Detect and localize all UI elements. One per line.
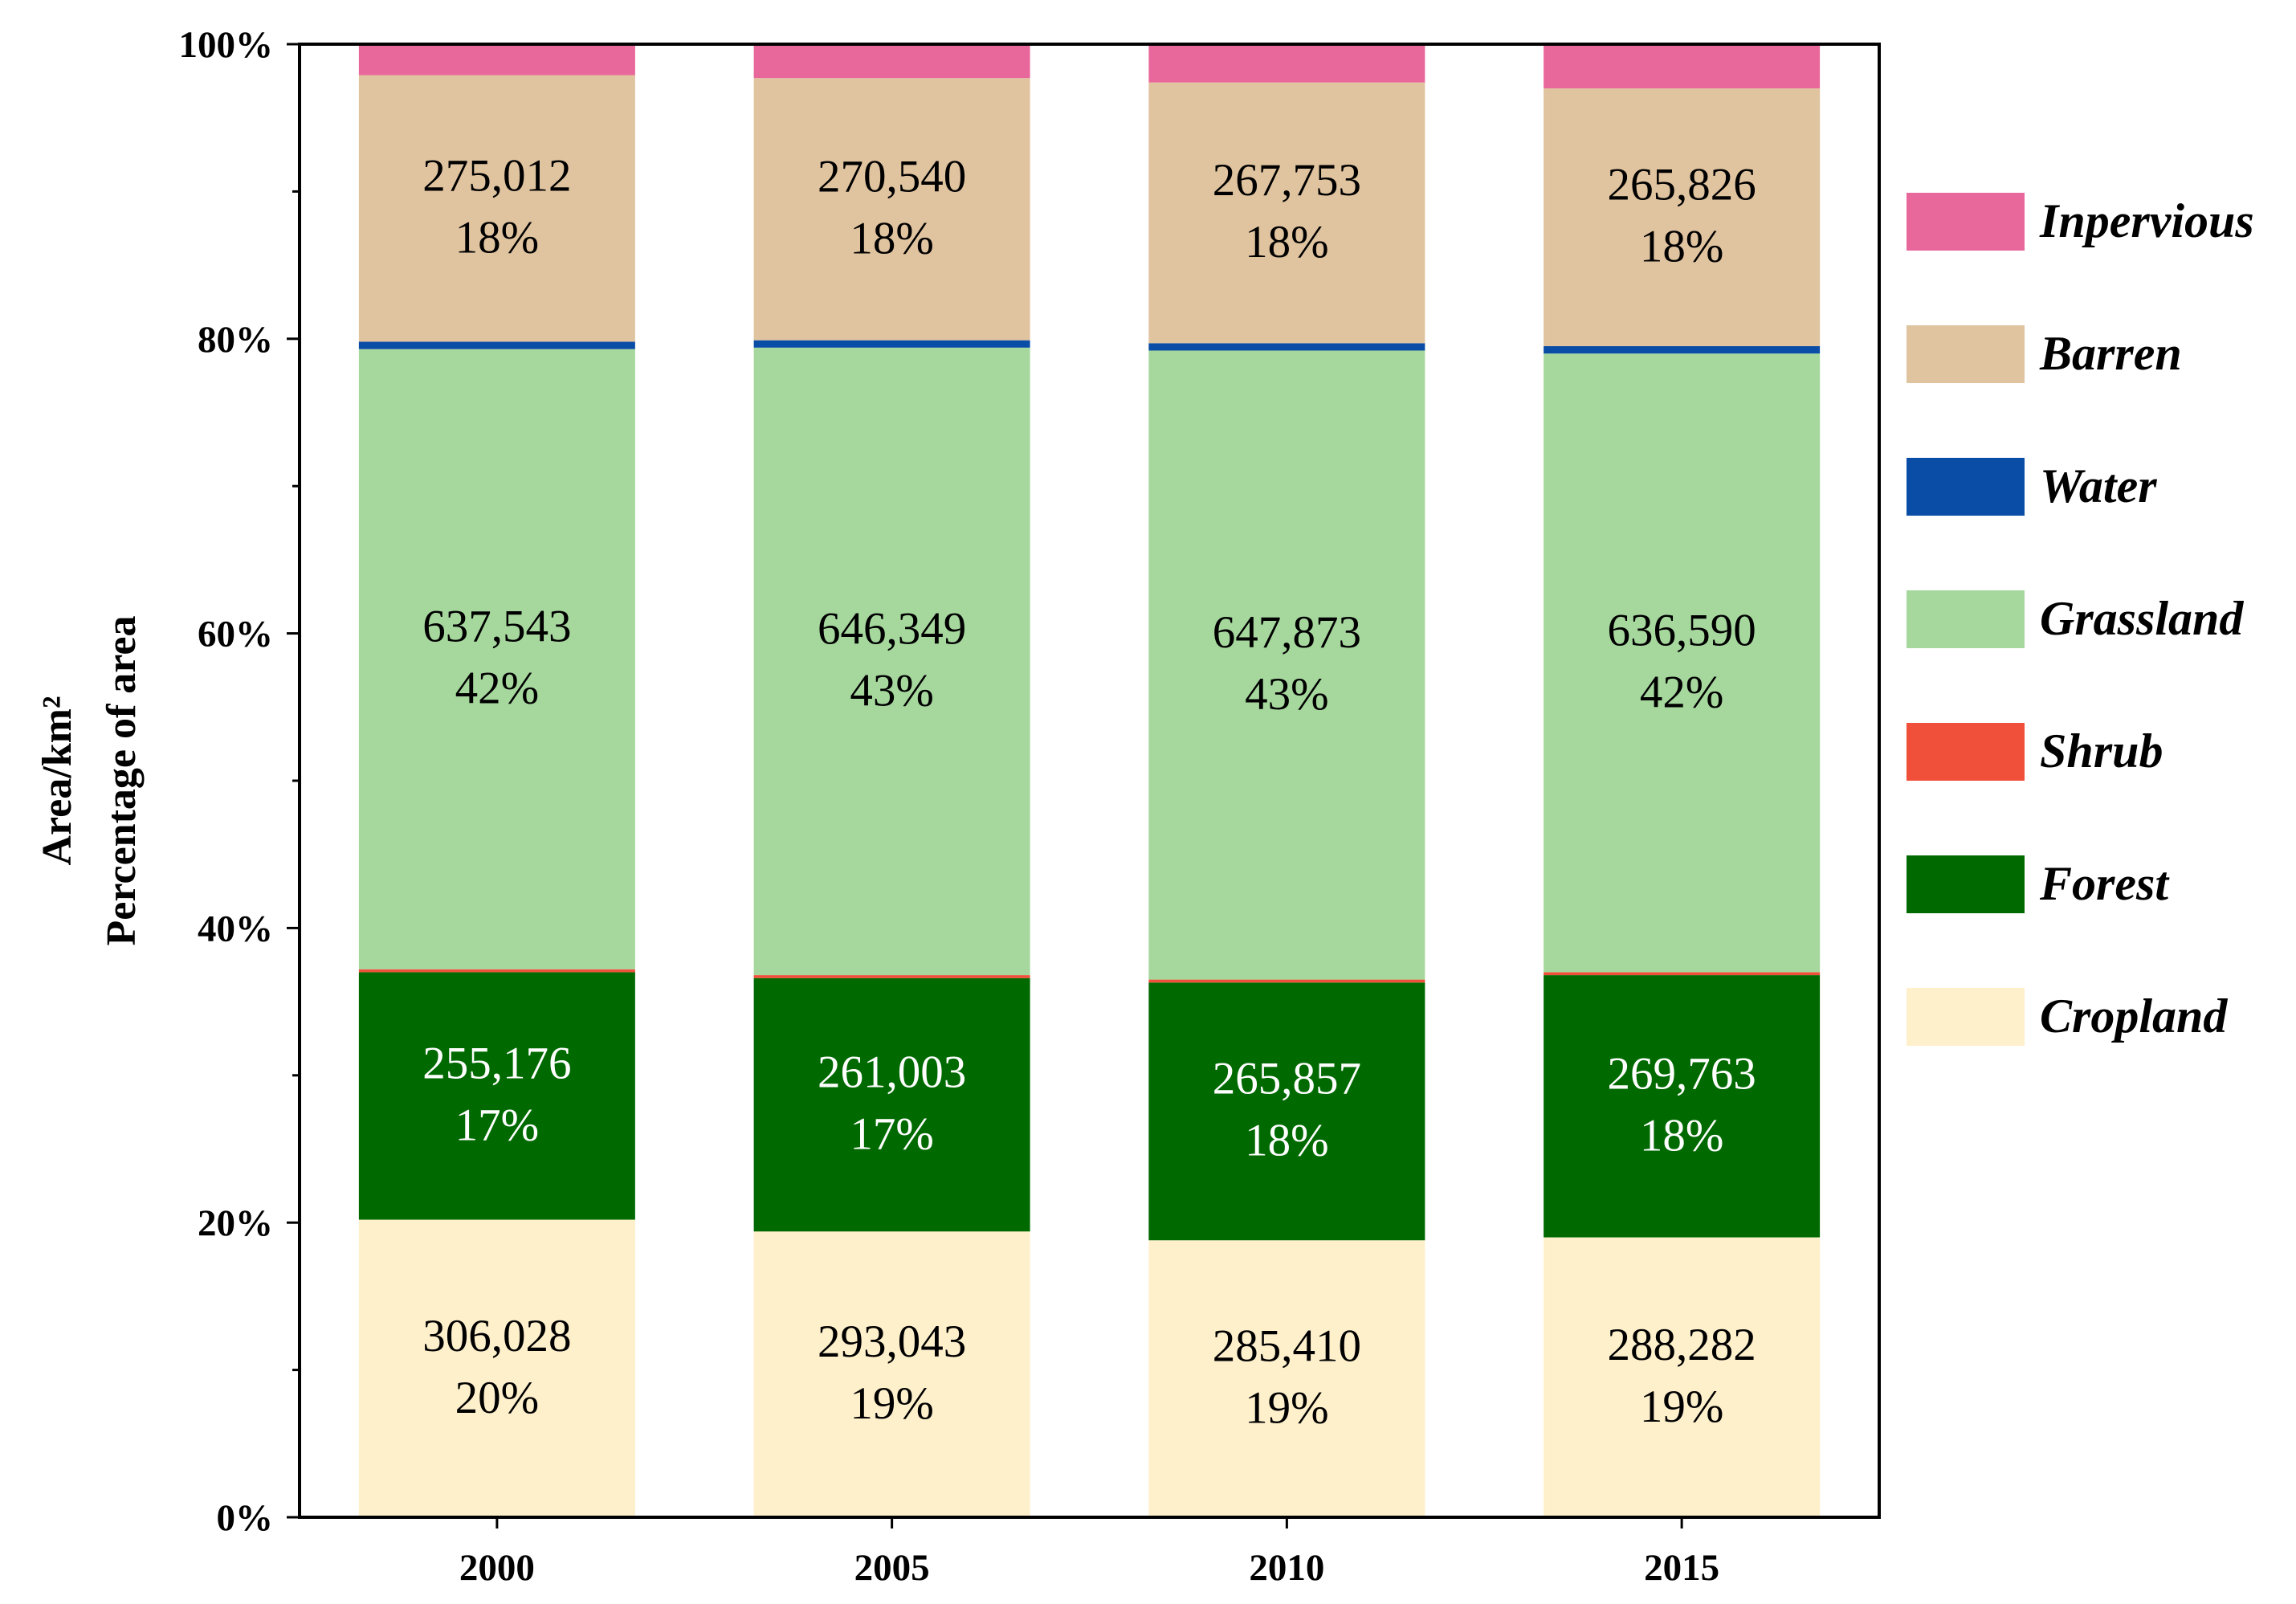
bar-segment-cropland-2015 bbox=[1544, 1237, 1821, 1517]
bar-segment-shrub-2000 bbox=[358, 969, 635, 973]
bar-segment-water-2000 bbox=[358, 341, 635, 349]
bar-segment-cropland-2000 bbox=[358, 1219, 635, 1517]
bar-segment-water-2015 bbox=[1544, 345, 1821, 354]
legend-swatch-water bbox=[1907, 458, 2025, 516]
x-tick-label-2010: 2010 bbox=[1249, 1547, 1324, 1589]
y-axis-title-line-2: Percentage of area bbox=[99, 616, 145, 946]
legend-label-forest: Forest bbox=[2039, 857, 2170, 910]
legend-swatch-cropland bbox=[1907, 988, 2025, 1046]
data-label-area-forest-2005: 261,003 bbox=[818, 1047, 966, 1097]
legend-label-shrub: Shrub bbox=[2040, 724, 2163, 778]
legend-swatch-inpervious bbox=[1907, 193, 2025, 251]
data-label-area-forest-2010: 265,857 bbox=[1213, 1054, 1361, 1104]
bar-segment-forest-2005 bbox=[753, 978, 1030, 1232]
bars-layer bbox=[358, 44, 1821, 1517]
y-tick-label-3: 60% bbox=[198, 614, 273, 655]
bar-segment-forest-2010 bbox=[1148, 982, 1425, 1241]
x-tick-label-2000: 2000 bbox=[459, 1547, 535, 1589]
bar-segment-inpervious-2000 bbox=[358, 44, 635, 76]
bar-segment-grassland-2005 bbox=[753, 347, 1030, 976]
data-label-area-grassland-2000: 637,543 bbox=[422, 602, 571, 652]
data-label-percent-cropland-2015: 19% bbox=[1640, 1382, 1723, 1432]
data-label-percent-grassland-2000: 42% bbox=[455, 663, 539, 714]
data-label-percent-cropland-2005: 19% bbox=[850, 1378, 933, 1429]
data-label-area-cropland-2005: 293,043 bbox=[818, 1316, 966, 1367]
data-label-percent-grassland-2015: 42% bbox=[1640, 667, 1723, 717]
legend-swatch-grassland bbox=[1907, 590, 2025, 648]
bar-segment-inpervious-2010 bbox=[1148, 44, 1425, 83]
bar-segment-barren-2005 bbox=[753, 78, 1030, 341]
bar-segment-cropland-2010 bbox=[1148, 1240, 1425, 1517]
data-label-percent-barren-2000: 18% bbox=[455, 212, 539, 263]
data-label-percent-forest-2005: 17% bbox=[850, 1108, 933, 1159]
data-label-area-cropland-2000: 306,028 bbox=[422, 1311, 571, 1361]
bar-segment-water-2010 bbox=[1148, 343, 1425, 351]
data-label-area-grassland-2005: 646,349 bbox=[818, 603, 966, 654]
data-label-percent-forest-2000: 17% bbox=[455, 1100, 539, 1150]
bar-segment-cropland-2005 bbox=[753, 1231, 1030, 1517]
y-tick-label-4: 80% bbox=[198, 319, 273, 361]
legend-label-barren: Barren bbox=[2039, 327, 2182, 380]
bar-segment-inpervious-2015 bbox=[1544, 44, 1821, 89]
y-tick-label-2: 40% bbox=[198, 908, 273, 949]
data-label-area-grassland-2010: 647,873 bbox=[1213, 607, 1361, 658]
bar-segment-water-2005 bbox=[753, 340, 1030, 348]
bar-segment-barren-2000 bbox=[358, 75, 635, 342]
data-label-percent-forest-2010: 18% bbox=[1245, 1116, 1328, 1166]
y-axis-title-line-1: Area/km² bbox=[35, 696, 80, 865]
y-tick-label-0: 0% bbox=[217, 1497, 274, 1539]
legend-label-cropland: Cropland bbox=[2040, 990, 2228, 1043]
x-tick-label-2015: 2015 bbox=[1644, 1547, 1719, 1589]
y-axis: 0% 20% 40% 60% 80% 100% bbox=[179, 24, 300, 1539]
bar-segment-shrub-2005 bbox=[753, 975, 1030, 978]
data-label-area-barren-2015: 265,826 bbox=[1608, 159, 1756, 210]
bar-segment-grassland-2000 bbox=[358, 349, 635, 969]
x-tick-label-2005: 2005 bbox=[854, 1547, 930, 1589]
data-label-area-forest-2015: 269,763 bbox=[1608, 1048, 1756, 1099]
data-label-percent-barren-2010: 18% bbox=[1245, 217, 1328, 267]
data-label-percent-forest-2015: 18% bbox=[1640, 1110, 1723, 1161]
y-tick-label-5: 100% bbox=[179, 24, 274, 66]
data-label-percent-cropland-2010: 19% bbox=[1245, 1383, 1328, 1434]
bar-segment-inpervious-2005 bbox=[753, 44, 1030, 79]
bar-segment-barren-2015 bbox=[1544, 88, 1821, 346]
data-label-area-cropland-2015: 288,282 bbox=[1608, 1320, 1756, 1370]
data-label-area-barren-2005: 270,540 bbox=[818, 151, 966, 202]
data-labels-layer: 306,028 20% 255,176 17% 637,543 42% 275,012 18%… bbox=[422, 150, 1756, 1433]
legend: Inpervious Barren Water Grassland Shrub Fores… bbox=[1907, 193, 2254, 1046]
bar-segment-forest-2000 bbox=[358, 972, 635, 1220]
bar-segment-shrub-2010 bbox=[1148, 979, 1425, 983]
data-label-area-forest-2000: 255,176 bbox=[422, 1038, 571, 1088]
bar-segment-barren-2010 bbox=[1148, 82, 1425, 344]
data-label-area-cropland-2010: 285,410 bbox=[1213, 1321, 1361, 1372]
y-tick-label-1: 20% bbox=[198, 1202, 273, 1244]
bar-segment-forest-2015 bbox=[1544, 975, 1821, 1238]
legend-label-inpervious: Inpervious bbox=[2039, 194, 2254, 247]
legend-label-water: Water bbox=[2040, 459, 2157, 512]
bar-segment-shrub-2015 bbox=[1544, 972, 1821, 976]
legend-swatch-barren bbox=[1907, 325, 2025, 383]
y-axis-title: Area/km² Percentage of area bbox=[35, 616, 145, 946]
data-label-percent-barren-2015: 18% bbox=[1640, 221, 1723, 271]
x-axis: 2000 2005 2010 2015 bbox=[459, 1517, 1719, 1589]
legend-swatch-shrub bbox=[1907, 723, 2025, 781]
data-label-area-barren-2000: 275,012 bbox=[422, 150, 571, 201]
data-label-percent-barren-2005: 18% bbox=[850, 213, 933, 263]
bar-segment-grassland-2015 bbox=[1544, 353, 1821, 973]
bar-segment-grassland-2010 bbox=[1148, 350, 1425, 980]
data-label-area-grassland-2015: 636,590 bbox=[1608, 605, 1756, 655]
data-label-area-barren-2010: 267,753 bbox=[1213, 155, 1361, 206]
data-label-percent-grassland-2010: 43% bbox=[1245, 669, 1328, 720]
data-label-percent-cropland-2000: 20% bbox=[455, 1373, 539, 1423]
legend-swatch-forest bbox=[1907, 855, 2025, 913]
data-label-percent-grassland-2005: 43% bbox=[850, 665, 933, 716]
legend-label-grassland: Grassland bbox=[2040, 592, 2244, 645]
